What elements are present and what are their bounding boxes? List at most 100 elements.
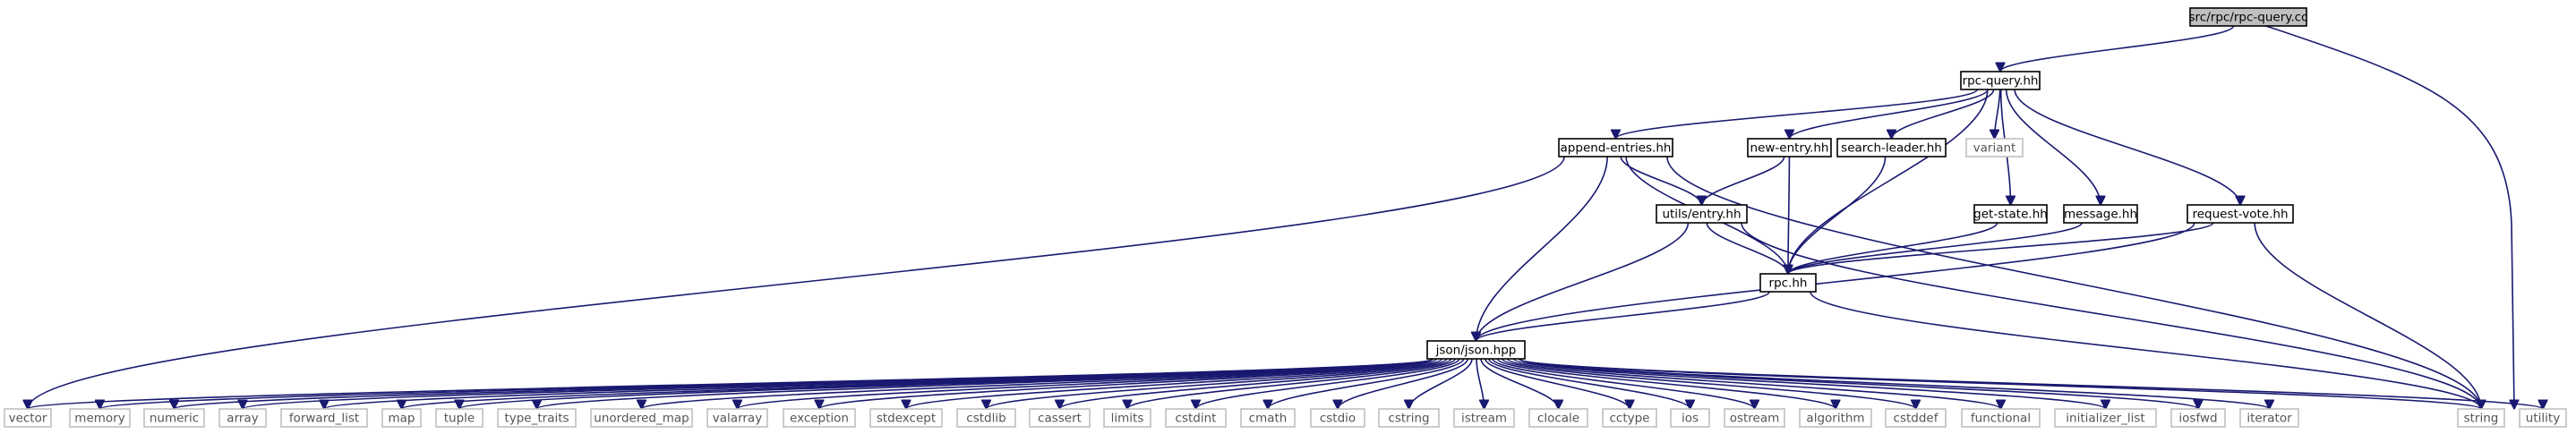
node-stdexcept-box bbox=[869, 408, 943, 428]
edge-rpc-query-cc-to-utility bbox=[2265, 25, 2514, 409]
nodes-layer: src/rpc/rpc-query.cc rpc-query.hh append-e… bbox=[4, 7, 2567, 428]
node-unordered_map: unordered_map bbox=[590, 408, 693, 428]
node-json-hpp[interactable]: json/json.hpp bbox=[1426, 340, 1526, 360]
node-message-hh[interactable]: message.hh bbox=[2063, 204, 2138, 224]
edge-json-hpp-to-limits bbox=[1127, 358, 1456, 410]
edge-json-hpp-to-cassert bbox=[1060, 358, 1452, 410]
node-functional-label: functional bbox=[1971, 412, 2031, 426]
node-clocale-label: clocale bbox=[1537, 412, 1579, 426]
node-cstring: cstring bbox=[1378, 408, 1440, 428]
node-get-state-hh[interactable]: get-state.hh bbox=[1973, 204, 2048, 224]
node-cctype: cctype bbox=[1602, 408, 1657, 428]
node-rpc-query-cc-label: src/rpc/rpc-query.cc bbox=[2189, 11, 2308, 25]
edge-append-entries-hh-to-json-hpp bbox=[1476, 156, 1608, 341]
node-cstdint-label: cstdint bbox=[1176, 412, 1217, 426]
node-initializer_list-box bbox=[2054, 408, 2157, 428]
node-algorithm: algorithm bbox=[1799, 408, 1872, 428]
node-iosfwd: iosfwd bbox=[2170, 408, 2226, 428]
node-search-leader-hh[interactable]: search-leader.hh bbox=[1836, 138, 1947, 157]
node-iosfwd-box bbox=[2170, 408, 2226, 428]
node-rpc-hh[interactable]: rpc.hh bbox=[1759, 273, 1817, 293]
node-cassert: cassert bbox=[1029, 408, 1091, 428]
edge-json-hpp-to-ostream bbox=[1492, 358, 1754, 410]
node-memory: memory bbox=[69, 408, 131, 428]
node-string-box bbox=[2457, 408, 2505, 428]
node-cstdio-box bbox=[1310, 408, 1365, 428]
node-string: string bbox=[2457, 408, 2505, 428]
edge-json-hpp-to-clocale bbox=[1480, 358, 1558, 409]
node-utility-box bbox=[2519, 408, 2567, 428]
edge-json-hpp-to-cstdlib bbox=[987, 358, 1448, 410]
node-cassert-label: cassert bbox=[1038, 412, 1082, 426]
node-ostream: ostream bbox=[1724, 408, 1785, 428]
edge-rpc-query-cc-to-rpc-query-hh bbox=[2000, 25, 2235, 72]
node-numeric-box bbox=[143, 408, 205, 428]
node-map-box bbox=[381, 408, 422, 428]
node-tuple: tuple bbox=[435, 408, 484, 428]
node-utils-entry-hh-box bbox=[1656, 204, 1748, 224]
node-clocale: clocale bbox=[1528, 408, 1588, 428]
node-cstddef-box bbox=[1885, 408, 1947, 428]
node-new-entry-hh-box bbox=[1747, 138, 1832, 157]
edge-rpc-query-hh-to-variant bbox=[1995, 89, 2001, 139]
node-forward_list: forward_list bbox=[280, 408, 368, 428]
edge-append-entries-hh-to-string bbox=[1666, 156, 2481, 409]
node-request-vote-hh[interactable]: request-vote.hh bbox=[2187, 204, 2294, 224]
node-ostream-box bbox=[1724, 408, 1785, 428]
node-search-leader-hh-label: search-leader.hh bbox=[1841, 141, 1942, 156]
node-clocale-box bbox=[1528, 408, 1588, 428]
edge-json-hpp-to-valarray bbox=[738, 358, 1433, 409]
node-array: array bbox=[218, 408, 267, 428]
edge-json-hpp-to-algorithm bbox=[1496, 358, 1836, 410]
edge-json-hpp-to-numeric bbox=[175, 358, 1433, 409]
node-rpc-query-cc[interactable]: src/rpc/rpc-query.cc bbox=[2189, 7, 2308, 27]
node-rpc-query-hh-box bbox=[1960, 71, 2041, 90]
node-istream-box bbox=[1453, 408, 1515, 428]
edge-json-hpp-to-istream bbox=[1476, 358, 1484, 409]
edge-rpc-hh-to-json-hpp bbox=[1476, 291, 1770, 342]
edge-json-hpp-to-initializer_list bbox=[1512, 358, 2106, 410]
edge-json-hpp-to-cstddef bbox=[1502, 358, 1916, 410]
node-request-vote-hh-box bbox=[2187, 204, 2294, 224]
node-exception-box bbox=[783, 408, 856, 428]
edge-rpc-query-hh-to-new-entry-hh bbox=[1790, 89, 1989, 139]
node-unordered_map-box bbox=[590, 408, 693, 428]
node-message-hh-label: message.hh bbox=[2064, 208, 2137, 222]
edge-utils-entry-hh-to-rpc-hh bbox=[1706, 222, 1788, 274]
node-cstdint-box bbox=[1165, 408, 1227, 428]
edge-json-hpp-to-memory bbox=[100, 358, 1433, 409]
node-cstring-box bbox=[1378, 408, 1440, 428]
edge-json-hpp-to-cctype bbox=[1484, 358, 1630, 409]
node-append-entries-hh[interactable]: append-entries.hh bbox=[1558, 138, 1673, 157]
node-ios-label: ios bbox=[1682, 412, 1699, 426]
edge-utils-entry-hh-to-json-hpp bbox=[1476, 222, 1690, 341]
edge-json-hpp-to-utility bbox=[1519, 358, 2543, 409]
edge-json-hpp-to-iterator bbox=[1519, 358, 2270, 409]
node-istream: istream bbox=[1453, 408, 1515, 428]
node-initializer_list: initializer_list bbox=[2054, 408, 2157, 428]
node-tuple-label: tuple bbox=[444, 412, 475, 426]
edge-rpc-query-hh-to-message-hh bbox=[2005, 89, 2101, 205]
node-rpc-hh-box bbox=[1759, 273, 1817, 293]
edge-rpc-query-hh-to-append-entries-hh bbox=[1616, 89, 1979, 140]
node-algorithm-label: algorithm bbox=[1806, 412, 1864, 426]
node-utils-entry-hh[interactable]: utils/entry.hh bbox=[1656, 204, 1748, 224]
node-map: map bbox=[381, 408, 422, 428]
node-ostream-label: ostream bbox=[1730, 412, 1780, 426]
edge-rpc-query-hh-to-request-vote-hh bbox=[2014, 89, 2240, 205]
node-cstddef-label: cstddef bbox=[1894, 412, 1939, 426]
node-iterator-label: iterator bbox=[2247, 412, 2292, 426]
node-new-entry-hh[interactable]: new-entry.hh bbox=[1747, 138, 1832, 157]
node-forward_list-box bbox=[280, 408, 368, 428]
node-exception-label: exception bbox=[790, 412, 849, 426]
edge-append-entries-hh-to-vector bbox=[28, 156, 1565, 409]
edge-json-hpp-to-ios bbox=[1488, 358, 1690, 409]
node-cctype-box bbox=[1602, 408, 1657, 428]
node-limits-box bbox=[1103, 408, 1151, 428]
node-tuple-box bbox=[435, 408, 484, 428]
node-rpc-query-hh[interactable]: rpc-query.hh bbox=[1960, 71, 2041, 90]
node-search-leader-hh-box bbox=[1836, 138, 1947, 157]
node-initializer_list-label: initializer_list bbox=[2066, 412, 2144, 426]
node-memory-label: memory bbox=[74, 412, 124, 426]
